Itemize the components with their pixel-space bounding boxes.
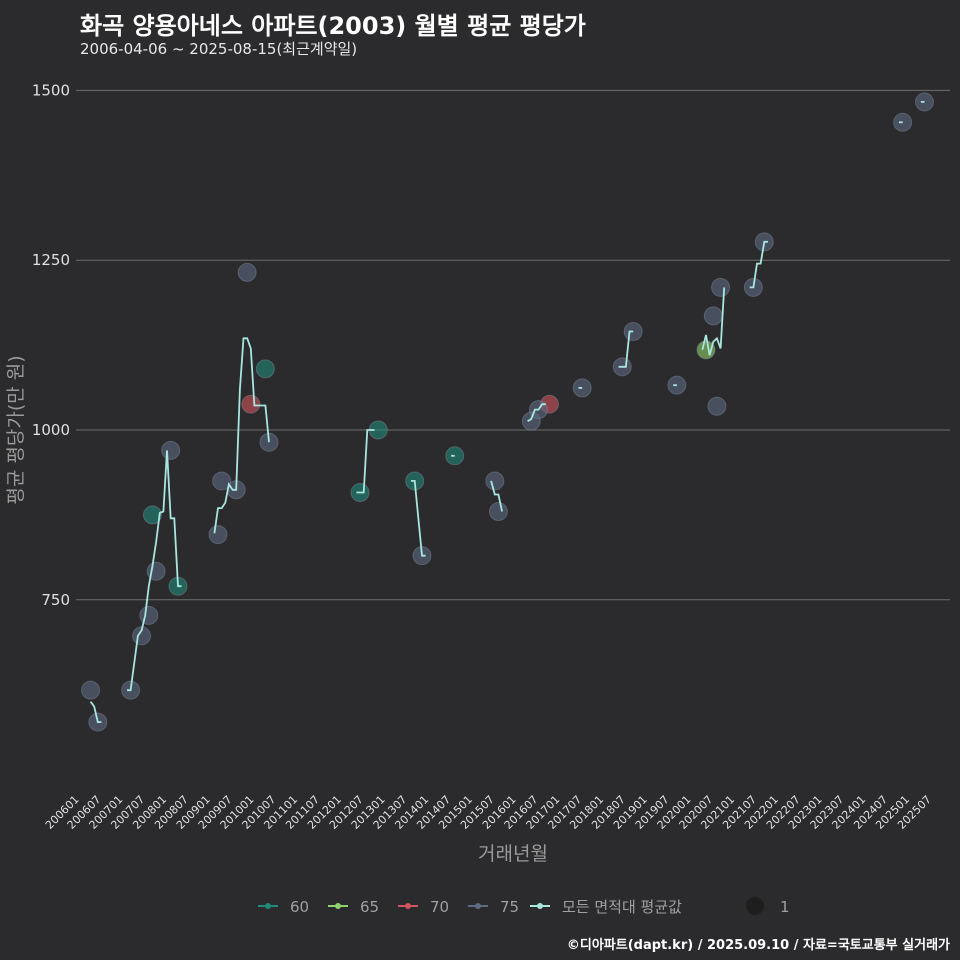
data-point-size-60 bbox=[445, 446, 465, 466]
legend-swatch-dot-75 bbox=[475, 903, 481, 909]
x-axis-title: 거래년월 bbox=[478, 843, 548, 865]
data-point-size-60 bbox=[142, 505, 162, 525]
chart-title: 화곡 양용아네스 아파트(2003) 월별 평균 평당가 bbox=[80, 12, 586, 40]
data-point-size-75 bbox=[212, 471, 232, 491]
data-point-size-60 bbox=[255, 359, 275, 379]
legend-swatch-dot-60 bbox=[265, 903, 271, 909]
data-point-size-70 bbox=[241, 394, 261, 414]
chart-subtitle: 2006-04-06 ~ 2025-08-15(최근계약일) bbox=[80, 40, 358, 58]
data-point-size-75 bbox=[161, 440, 181, 460]
legend-label-avg_line: 모든 면적대 평균값 bbox=[562, 898, 682, 916]
average-price-line bbox=[618, 330, 634, 368]
average-price-line bbox=[89, 701, 102, 723]
average-price-line bbox=[411, 479, 426, 557]
data-point-size-75 bbox=[208, 525, 228, 545]
legend-swatch-dot-65 bbox=[335, 903, 341, 909]
data-point-size-75 bbox=[139, 605, 159, 625]
legend-label-70: 70 bbox=[430, 898, 449, 916]
y-tick-label: 1250 bbox=[32, 251, 70, 269]
legend-label-65: 65 bbox=[360, 898, 379, 916]
data-point-size-75 bbox=[711, 277, 731, 297]
legend-size-label: 1 bbox=[780, 898, 790, 916]
legend-swatch-dot-avg_line bbox=[537, 903, 543, 909]
y-tick-label: 1500 bbox=[32, 81, 70, 99]
legend-label-75: 75 bbox=[500, 898, 519, 916]
y-axis-title: 평균 평당가(만 원) bbox=[5, 355, 27, 504]
average-price-line bbox=[213, 337, 270, 534]
average-price-line bbox=[127, 450, 182, 692]
y-tick-label: 750 bbox=[41, 591, 70, 609]
data-point-size-75 bbox=[707, 396, 727, 416]
average-price-line bbox=[701, 287, 726, 356]
source-footer: ©디아파트(dapt.kr) / 2025.09.10 / 자료=국토교통부 실… bbox=[566, 938, 950, 953]
data-point-size-75 bbox=[237, 262, 257, 282]
data-point-size-75 bbox=[485, 471, 505, 491]
average-price-line bbox=[527, 403, 546, 422]
legend-size-circle bbox=[746, 897, 764, 915]
legend-swatch-dot-70 bbox=[405, 903, 411, 909]
average-price-line bbox=[356, 429, 375, 494]
legend-label-60: 60 bbox=[290, 898, 309, 916]
average-price-line bbox=[749, 240, 768, 289]
data-point-size-75 bbox=[915, 92, 935, 112]
average-price-line bbox=[490, 480, 503, 512]
data-point-size-75 bbox=[81, 680, 101, 700]
data-point-size-75 bbox=[488, 502, 508, 522]
data-point-size-75 bbox=[703, 306, 723, 326]
y-tick-label: 1000 bbox=[32, 421, 70, 439]
